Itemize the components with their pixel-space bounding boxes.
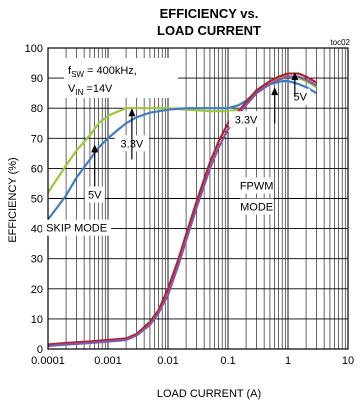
y-tick-label: 70 (31, 133, 43, 145)
y-tick-label: 10 (31, 314, 43, 326)
y-tick-label: 30 (31, 254, 43, 266)
annotation-label: MODE (240, 202, 273, 214)
y-tick-label: 60 (31, 163, 43, 175)
annotation-bg (42, 219, 112, 236)
annotation-arrow-head (91, 144, 99, 153)
x-axis-label: LOAD CURRENT (A) (157, 388, 261, 400)
annotation-label: 5V (88, 190, 102, 202)
chart-tag: toc02 (330, 38, 350, 47)
x-tick-label: 10 (342, 355, 354, 367)
condition-line1: fSW = 400kHz, (68, 65, 137, 79)
x-tick-label: 0.001 (94, 355, 122, 367)
series-group (47, 72, 318, 348)
condition-line1-sub: SW (71, 70, 84, 79)
annotation-bg (229, 111, 264, 128)
x-tick-label: 0.01 (157, 355, 178, 367)
condition-line2-sub: IN (75, 88, 83, 97)
plot-frame (47, 47, 349, 350)
annotation-label: 5V (294, 92, 308, 104)
condition-line1-rest: = 400kHz, (84, 65, 137, 77)
series-line-4 (47, 75, 318, 348)
condition-line2-base: V (68, 83, 76, 95)
annotation-arrow-head (128, 108, 136, 117)
condition-box-bg (64, 58, 178, 98)
annotation-bg (84, 186, 105, 203)
condition-line2: VIN =14V (68, 83, 113, 97)
condition-line2-rest: =14V (83, 83, 113, 95)
annotation-label: SKIP MODE (46, 223, 107, 235)
annotation-bg (239, 198, 274, 215)
y-tick-label: 0 (37, 344, 43, 356)
series-line-1 (47, 75, 318, 194)
y-tick-label: 90 (31, 73, 43, 85)
y-axis-label: EFFICIENCY (%) (7, 157, 19, 242)
annotation-label: 3.3V (235, 114, 258, 126)
y-tick-label: 40 (31, 224, 43, 236)
annotation-arrow-head (271, 87, 279, 96)
annotation-label: FPWM (240, 180, 274, 192)
chart-title-line1: EFFICIENCY vs. (160, 6, 259, 21)
series-line-3 (47, 72, 318, 346)
y-tick-label: 80 (31, 103, 43, 115)
chart-title-line2: LOAD CURRENT (157, 23, 261, 38)
annotation-arrow-head (291, 72, 299, 81)
y-tick-label: 50 (31, 194, 43, 206)
annotation-bg (239, 177, 274, 194)
x-tick-label: 0.0001 (31, 355, 65, 367)
y-tick-label: 100 (25, 43, 43, 55)
y-tick-label: 20 (31, 284, 43, 296)
x-tick-label: 1 (285, 355, 291, 367)
condition-line1-base: f (68, 65, 72, 77)
x-tick-label: 0.1 (220, 355, 235, 367)
